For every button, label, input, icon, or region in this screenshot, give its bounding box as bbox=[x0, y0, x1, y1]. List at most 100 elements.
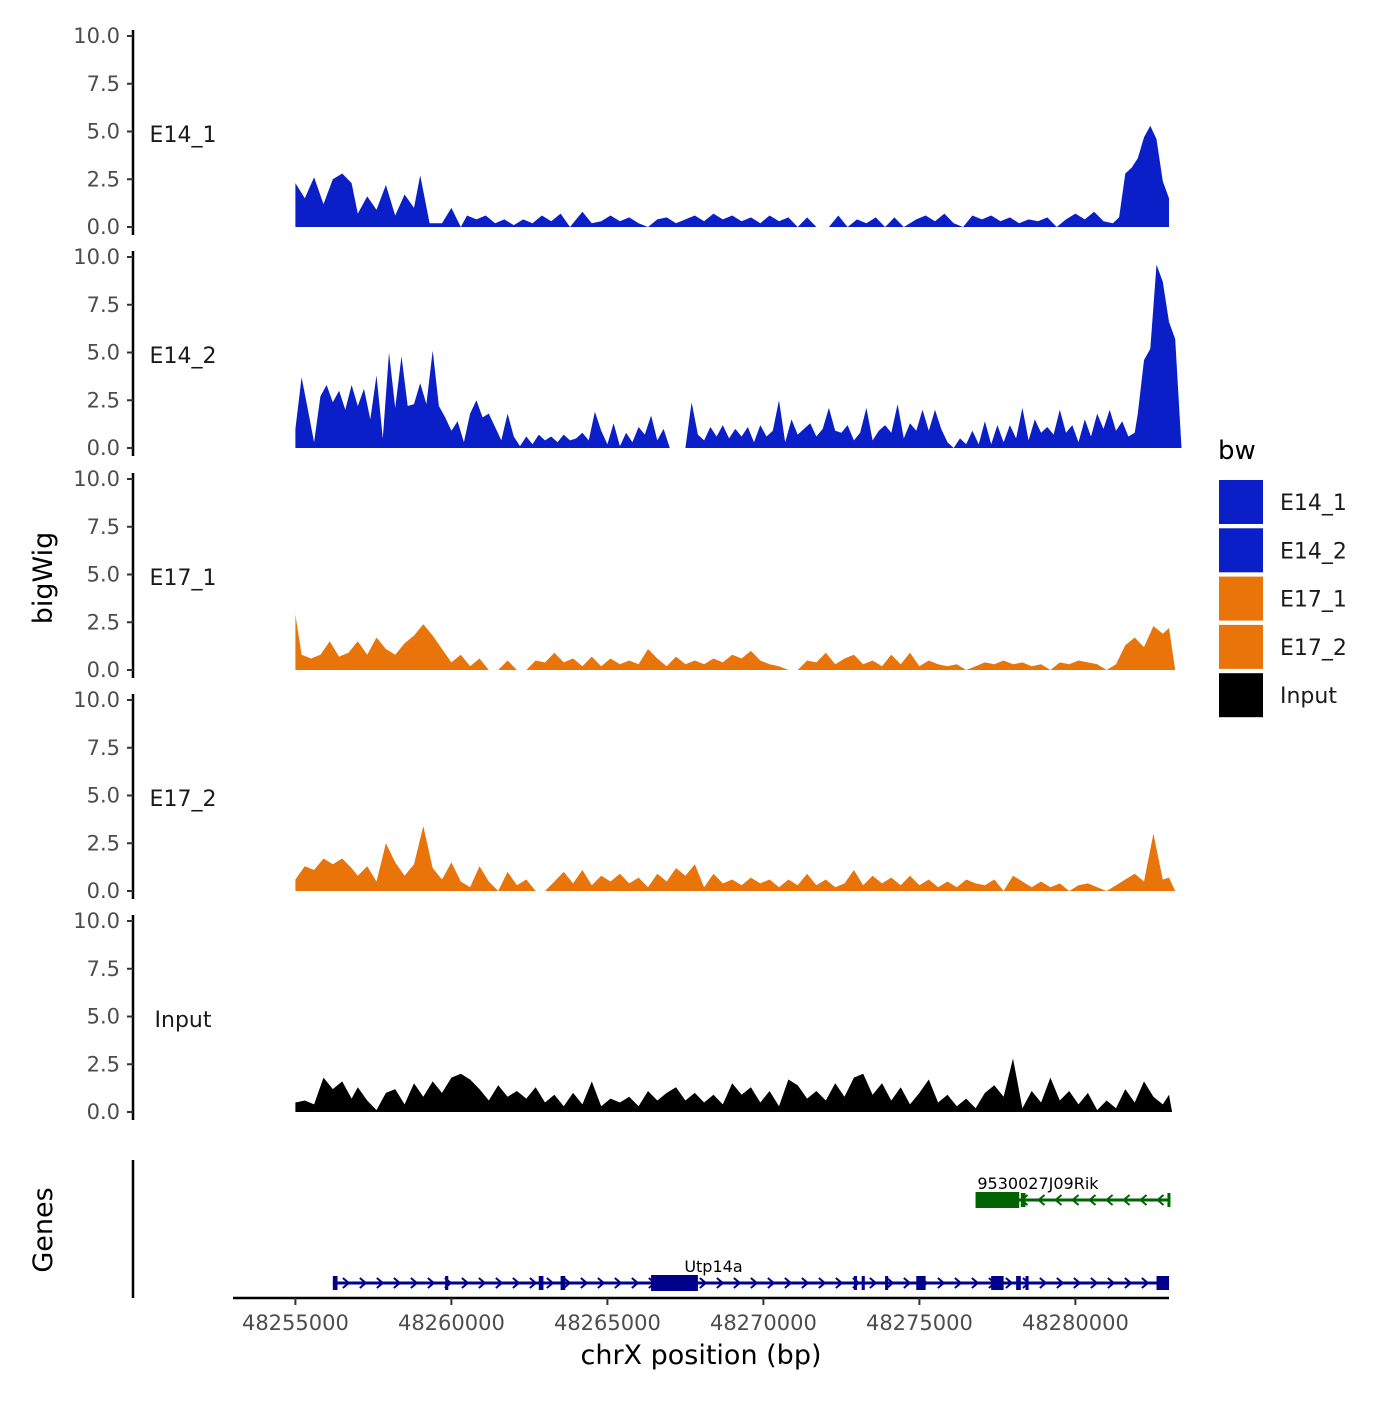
exon-block bbox=[861, 1276, 865, 1290]
exon-block bbox=[916, 1276, 926, 1290]
legend-swatch-E17_1 bbox=[1219, 576, 1263, 621]
y-tick-label: 10.0 bbox=[73, 909, 120, 933]
coverage-area-Input bbox=[295, 1058, 1173, 1112]
y-tick-label: 7.5 bbox=[87, 736, 120, 760]
legend-swatch-E14_1 bbox=[1219, 480, 1263, 524]
y-tick-label: 10.0 bbox=[73, 467, 120, 491]
y-tick-label: 7.5 bbox=[87, 72, 120, 96]
track-label-Input: Input bbox=[155, 1008, 212, 1033]
legend-title: bw bbox=[1218, 436, 1256, 466]
x-tick-label: 48275000 bbox=[866, 1311, 973, 1335]
strand-arrow bbox=[1056, 1277, 1065, 1289]
y-tick-label: 7.5 bbox=[87, 957, 120, 981]
exon-block bbox=[975, 1192, 1020, 1208]
y-axis-title: bigWig bbox=[28, 532, 59, 625]
strand-arrow bbox=[903, 1277, 912, 1289]
strand-arrow bbox=[1073, 1277, 1082, 1289]
y-tick-label: 5.0 bbox=[87, 1005, 120, 1029]
y-tick-label: 5.0 bbox=[87, 120, 120, 144]
gene-label-9530027J09Rik: 9530027J09Rik bbox=[977, 1174, 1099, 1193]
exon-block bbox=[332, 1276, 338, 1290]
exon-block bbox=[1156, 1276, 1169, 1290]
y-tick-label: 0.0 bbox=[87, 215, 120, 239]
strand-arrow bbox=[1107, 1277, 1116, 1289]
strand-arrow bbox=[461, 1277, 470, 1289]
coverage-area-E14_2 bbox=[295, 264, 1182, 448]
legend-label-E14_2: E14_2 bbox=[1280, 539, 1347, 564]
track-label-E17_2: E17_2 bbox=[150, 787, 217, 812]
strand-arrow bbox=[427, 1277, 436, 1289]
y-tick-label: 2.5 bbox=[87, 1052, 120, 1076]
legend-label-E17_2: E17_2 bbox=[1280, 636, 1347, 661]
strand-arrow bbox=[1022, 1277, 1031, 1289]
strand-arrow bbox=[1090, 1277, 1099, 1289]
exon-block bbox=[853, 1276, 857, 1290]
strand-arrow bbox=[699, 1277, 708, 1289]
exon-block bbox=[1020, 1193, 1026, 1207]
strand-arrow bbox=[818, 1277, 827, 1289]
strand-arrow bbox=[733, 1277, 742, 1289]
strand-arrow bbox=[1053, 1194, 1063, 1206]
legend-label-E14_1: E14_1 bbox=[1280, 491, 1347, 516]
strand-arrow bbox=[529, 1277, 538, 1289]
y-tick-label: 7.5 bbox=[87, 293, 120, 317]
strand-arrow bbox=[801, 1277, 810, 1289]
exon-block bbox=[1167, 1193, 1171, 1207]
y-tick-label: 10.0 bbox=[73, 688, 120, 712]
legend-swatch-E14_2 bbox=[1219, 528, 1263, 573]
strand-arrow bbox=[478, 1277, 487, 1289]
x-tick-label: 48255000 bbox=[242, 1311, 349, 1335]
legend-swatch-Input bbox=[1219, 673, 1263, 718]
strand-arrow bbox=[954, 1277, 963, 1289]
strand-arrow bbox=[1036, 1194, 1046, 1206]
exon-block bbox=[1016, 1276, 1021, 1290]
track-label-E14_1: E14_1 bbox=[150, 123, 217, 148]
strand-arrow bbox=[784, 1277, 793, 1289]
y-tick-label: 5.0 bbox=[87, 784, 120, 808]
strand-arrow bbox=[1070, 1194, 1080, 1206]
x-tick-label: 48280000 bbox=[1022, 1311, 1129, 1335]
y-tick-label: 10.0 bbox=[73, 245, 120, 269]
strand-arrow bbox=[546, 1277, 555, 1289]
strand-arrow bbox=[393, 1277, 402, 1289]
strand-arrow bbox=[886, 1277, 895, 1289]
exon-block bbox=[991, 1276, 1004, 1290]
exon-block bbox=[1025, 1276, 1029, 1290]
exon-block bbox=[885, 1276, 889, 1290]
strand-arrow bbox=[1087, 1194, 1097, 1206]
y-tick-label: 0.0 bbox=[87, 879, 120, 903]
gene-axis-title: Genes bbox=[28, 1187, 59, 1272]
exon-block bbox=[651, 1275, 698, 1291]
strand-arrow bbox=[1141, 1277, 1150, 1289]
coverage-area-E17_1 bbox=[295, 614, 1176, 670]
y-tick-label: 2.5 bbox=[87, 167, 120, 191]
strand-arrow bbox=[563, 1277, 572, 1289]
y-tick-label: 5.0 bbox=[87, 341, 120, 365]
strand-arrow bbox=[767, 1277, 776, 1289]
legend-swatch-E17_2 bbox=[1219, 624, 1263, 669]
strand-arrow bbox=[1005, 1277, 1014, 1289]
strand-arrow bbox=[376, 1277, 385, 1289]
strand-arrow bbox=[716, 1277, 725, 1289]
strand-arrow bbox=[359, 1277, 368, 1289]
legend-label-Input: Input bbox=[1280, 684, 1337, 709]
strand-arrow bbox=[1104, 1194, 1114, 1206]
strand-arrow bbox=[580, 1277, 589, 1289]
y-tick-label: 2.5 bbox=[87, 831, 120, 855]
y-tick-label: 10.0 bbox=[73, 24, 120, 48]
strand-arrow bbox=[1155, 1194, 1165, 1206]
y-tick-label: 0.0 bbox=[87, 436, 120, 460]
y-tick-label: 5.0 bbox=[87, 563, 120, 587]
x-axis-title: chrX position (bp) bbox=[580, 1340, 821, 1371]
strand-arrow bbox=[597, 1277, 606, 1289]
strand-arrow bbox=[937, 1277, 946, 1289]
y-tick-label: 0.0 bbox=[87, 1100, 120, 1124]
strand-arrow bbox=[512, 1277, 521, 1289]
strand-arrow bbox=[1121, 1194, 1131, 1206]
strand-arrow bbox=[614, 1277, 623, 1289]
coverage-area-E14_1 bbox=[295, 125, 1169, 227]
strand-arrow bbox=[410, 1277, 419, 1289]
x-tick-label: 48270000 bbox=[710, 1311, 817, 1335]
exon-block bbox=[445, 1276, 449, 1290]
